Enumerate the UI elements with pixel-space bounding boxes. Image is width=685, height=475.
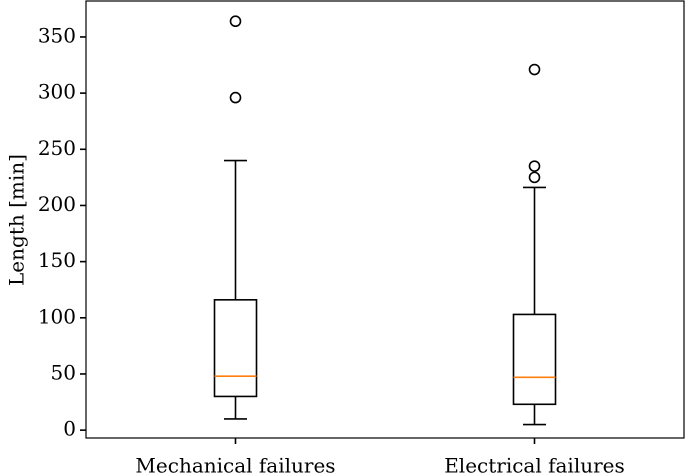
x-tick-label: Electrical failures (444, 454, 625, 475)
y-tick-label: 100 (38, 304, 76, 328)
plot-frame (85, 0, 685, 439)
y-tick-label: 50 (51, 360, 76, 384)
y-tick-label: 300 (38, 80, 76, 104)
y-tick-label: 200 (38, 192, 76, 216)
flier (229, 91, 242, 104)
flier (528, 171, 541, 184)
box (213, 299, 258, 398)
x-tick-label: Mechanical failures (135, 454, 335, 475)
y-tick-label: 0 (63, 417, 76, 441)
box (512, 313, 557, 406)
flier (528, 160, 541, 172)
flier (229, 15, 242, 28)
y-tick-label: 150 (38, 248, 76, 272)
flier (528, 63, 541, 76)
y-axis-label: Length [min] (5, 154, 29, 286)
y-tick-label: 250 (38, 136, 76, 160)
y-tick-label: 350 (38, 23, 76, 47)
